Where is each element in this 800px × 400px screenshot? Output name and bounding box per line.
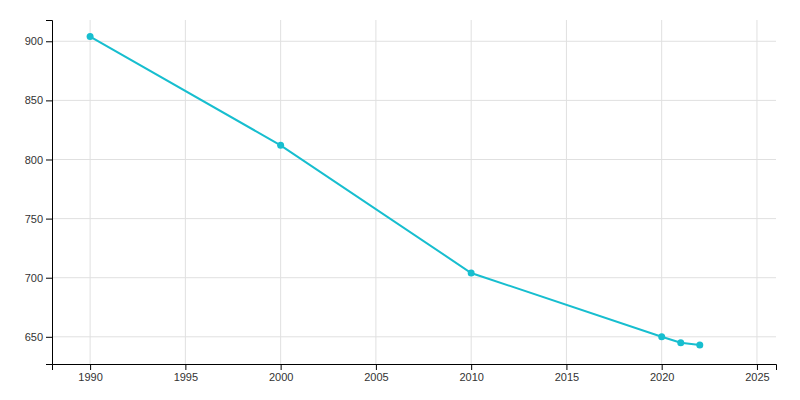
y-tick-label: 850 [25,94,43,106]
y-tick: 700 [25,272,52,284]
grid-line-x [566,20,567,364]
point [658,333,665,340]
grid-line-x [661,20,662,364]
x-tick: 2025 [745,364,769,383]
grid-line-x [756,20,757,364]
y-axis-line [46,21,53,365]
y-tick-label: 750 [25,213,43,225]
plot-area: 1990 1995 2000 2005 2010 2015 2020 2025 650 700 75… [25,20,777,383]
chart-container: 1990 1995 2000 2005 2010 2015 2020 2025 650 700 75… [0,0,800,400]
x-axis-line [53,365,777,371]
x-tick: 2000 [269,364,293,383]
y-axis: 650 700 750 800 850 900 [25,21,53,365]
grid-line-x [375,20,376,364]
point [696,342,703,349]
y-tick-mark [46,159,52,160]
x-tick: 2015 [555,364,579,383]
y-tick: 850 [25,94,52,106]
x-axis: 1990 1995 2000 2005 2010 2015 2020 2025 [53,364,777,383]
x-tick-label: 2000 [269,371,293,383]
x-tick-mark [757,364,758,370]
x-tick-mark [471,364,472,370]
line [90,37,700,346]
y-tick: 800 [25,154,52,166]
chart-svg: 1990 1995 2000 2005 2010 2015 2020 2025 650 700 75… [0,0,800,400]
grid-line-y [52,336,776,337]
point [677,339,684,346]
grid-line-y [52,277,776,278]
x-tick: 2005 [364,364,388,383]
y-tick-label: 650 [25,331,43,343]
marks [87,33,704,349]
x-tick-mark [185,364,186,370]
x-tick: 2020 [650,364,674,383]
y-tick-mark [46,278,52,279]
x-tick-mark [376,364,377,370]
x-tick: 2010 [459,364,483,383]
grid-line-y [52,100,776,101]
y-tick: 750 [25,213,52,225]
x-tick-mark [281,364,282,370]
x-tick-label: 2020 [650,371,674,383]
x-tick-label: 2005 [364,371,388,383]
x-tick-mark [662,364,663,370]
y-tick: 900 [25,35,52,47]
y-tick-label: 900 [25,35,43,47]
x-tick-mark [90,364,91,370]
grid-line-y [52,41,776,42]
x-tick-mark [566,364,567,370]
x-tick: 1990 [78,364,102,383]
point [87,33,94,40]
x-tick-label: 2025 [745,371,769,383]
y-tick: 650 [25,331,52,343]
grid-line-y [52,218,776,219]
point [468,269,475,276]
grid-line-x [280,20,281,364]
grid-line-x [471,20,472,364]
x-tick: 1995 [174,364,198,383]
y-tick-mark [46,100,52,101]
y-tick-label: 700 [25,272,43,284]
x-tick-label: 2010 [459,371,483,383]
grid [52,20,776,364]
y-tick-label: 800 [25,154,43,166]
y-tick-mark [46,41,52,42]
grid-line-x [90,20,91,364]
point [277,142,284,149]
grid-line-y [52,159,776,160]
y-tick-mark [46,219,52,220]
x-tick-label: 1990 [78,371,102,383]
grid-line-x [185,20,186,364]
x-tick-label: 2015 [555,371,579,383]
y-tick-mark [46,337,52,338]
x-tick-label: 1995 [174,371,198,383]
